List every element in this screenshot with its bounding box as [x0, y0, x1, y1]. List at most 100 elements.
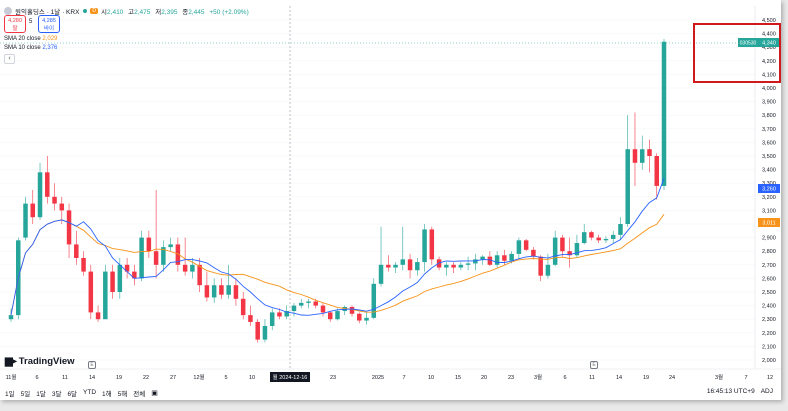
candle-body — [400, 259, 406, 265]
last-price-tag: 030530 4,340 — [738, 38, 780, 47]
buy-button[interactable]: 4,285 바이 — [38, 15, 60, 33]
price-tick-label: 4,200 — [762, 59, 776, 65]
timeframe-1y[interactable]: 1해 — [102, 390, 112, 398]
sma20-legend[interactable]: SMA 20 close 2,029 — [4, 36, 57, 42]
sma10-tag: 3,260 — [758, 184, 780, 193]
earnings-icon[interactable]: E — [590, 361, 598, 369]
price-tick-label: 2,400 — [762, 304, 776, 310]
candle-body — [480, 256, 485, 260]
candle-body — [175, 244, 181, 265]
time-tick-label: 12 — [767, 375, 773, 381]
candle-body — [494, 255, 500, 265]
time-tick-label: 11 — [589, 375, 595, 381]
sell-label: 팔 — [12, 26, 18, 32]
candle-body — [610, 234, 616, 239]
timeframe-6m[interactable]: 6달 — [67, 390, 78, 398]
candle-body — [632, 149, 638, 163]
candle-body — [538, 256, 543, 276]
sell-button[interactable]: 4,280 팔 — [4, 15, 26, 33]
symbol-legend[interactable]: 원익홀딩스 · 1날 · KRX D 시2,410 고2,475 저2,395 … — [4, 6, 249, 16]
candle-body — [110, 271, 115, 292]
timeframe-5d[interactable]: 5일 — [20, 390, 31, 398]
time-tick-label: 3월 — [715, 373, 723, 381]
candle-body — [415, 262, 420, 271]
symbol-title[interactable]: 원익홀딩스 · 1날 · KRX — [15, 9, 80, 16]
price-tick-label: 2,500 — [762, 290, 776, 296]
candle-body — [502, 255, 507, 261]
candle-body — [139, 237, 144, 279]
time-tick-label: 19 — [116, 375, 122, 381]
calendar-icon[interactable]: ▣ — [151, 389, 158, 397]
time-tick-label: 7 — [744, 375, 747, 381]
candle-body — [429, 229, 435, 260]
tradingview-logo-text: TradingView — [18, 356, 75, 367]
candle-body — [603, 238, 609, 241]
sell-price: 4,280 — [8, 18, 22, 24]
time-tick-label: 3월 — [534, 373, 542, 381]
tradingview-logo[interactable]: ▆▸ TradingView — [5, 356, 75, 367]
sma10-tag-text: 3,260 — [762, 187, 776, 193]
time-axis: 11월 6 11 14 19 22 27 12월 5 10 23 2025 7 10 15 20 23 3월 6 11… — [6, 373, 773, 381]
candle-body — [284, 311, 289, 317]
timeframe-5y[interactable]: 5해 — [117, 390, 128, 398]
candle-body — [161, 247, 166, 265]
candle-body — [190, 264, 195, 272]
candle-body — [226, 285, 231, 295]
candle-body — [211, 285, 217, 298]
time-tick-label: 10 — [428, 375, 434, 381]
interval-badge: D — [90, 8, 99, 14]
candle-body — [117, 264, 123, 292]
price-tick-label: 3,200 — [762, 195, 776, 201]
candle-body — [313, 301, 318, 306]
price-tick-label: 4,000 — [762, 86, 776, 92]
sma20-tag: 3,011 — [758, 218, 780, 227]
chart-canvas[interactable]: 4,500 4,400 4,300 4,200 4,100 4,000 3,900 3,800… — [0, 0, 781, 400]
high-value: 2,475 — [134, 9, 151, 16]
candle-body — [596, 237, 601, 241]
candle-body — [378, 264, 384, 284]
price-axis: 4,500 4,400 4,300 4,200 4,100 4,000 3,900 3,800… — [762, 18, 776, 364]
collapse-legend-button[interactable]: ‹ — [4, 54, 15, 64]
adj-toggle[interactable]: ADJ — [760, 388, 773, 395]
time-tick-label: 14 — [89, 375, 95, 381]
candle-body — [560, 237, 565, 252]
timeframe-1d[interactable]: 1일 — [5, 390, 15, 398]
time-tick-label: 11월 — [6, 373, 17, 381]
sma10-value: 2,376 — [42, 45, 58, 51]
candle-body — [298, 302, 304, 306]
candle-body — [320, 305, 326, 313]
candle-body — [8, 315, 14, 320]
candle-body — [327, 312, 333, 320]
candle-body — [52, 196, 57, 204]
candle-body — [357, 313, 362, 321]
low-label: 저 — [155, 9, 162, 16]
timeframe-3m[interactable]: 3달 — [51, 390, 62, 398]
timeframe-all[interactable]: 전체 — [133, 390, 146, 398]
candle-body — [66, 210, 72, 245]
candle-body — [204, 285, 210, 298]
candle-body — [248, 315, 253, 322]
sma10-line — [10, 178, 665, 316]
low-value: 2,395 — [161, 9, 178, 16]
price-tick-label: 2,600 — [762, 276, 776, 282]
candle-body — [306, 301, 311, 303]
candle-body — [509, 253, 514, 261]
crosshair-time-label: 월 2024-12-16 — [270, 372, 310, 382]
candle-body — [88, 271, 94, 313]
sma20-value: 2,029 — [42, 36, 58, 42]
timeframe-1m[interactable]: 1달 — [36, 390, 46, 398]
time-tick-label: 23 — [330, 375, 336, 381]
timeframe-ytd[interactable]: YTD — [83, 389, 97, 396]
candle-body — [59, 203, 65, 211]
candle-body — [654, 156, 659, 186]
ohlc-values: 시2,410 고2,475 저2,395 종2,445 +50 (+2.09%) — [98, 6, 249, 16]
price-tick-label: 2,300 — [762, 317, 776, 323]
clock-text[interactable]: 16:45:13 UTC+9 — [706, 388, 755, 395]
candle-body — [589, 232, 594, 238]
earnings-icon[interactable]: E — [88, 361, 96, 369]
time-tick-label: 14 — [616, 375, 622, 381]
highlight-annotation — [693, 23, 781, 83]
sma10-legend[interactable]: SMA 10 close 2,376 — [4, 45, 57, 51]
time-tick-label: 15 — [455, 375, 461, 381]
candle-body — [23, 203, 28, 238]
